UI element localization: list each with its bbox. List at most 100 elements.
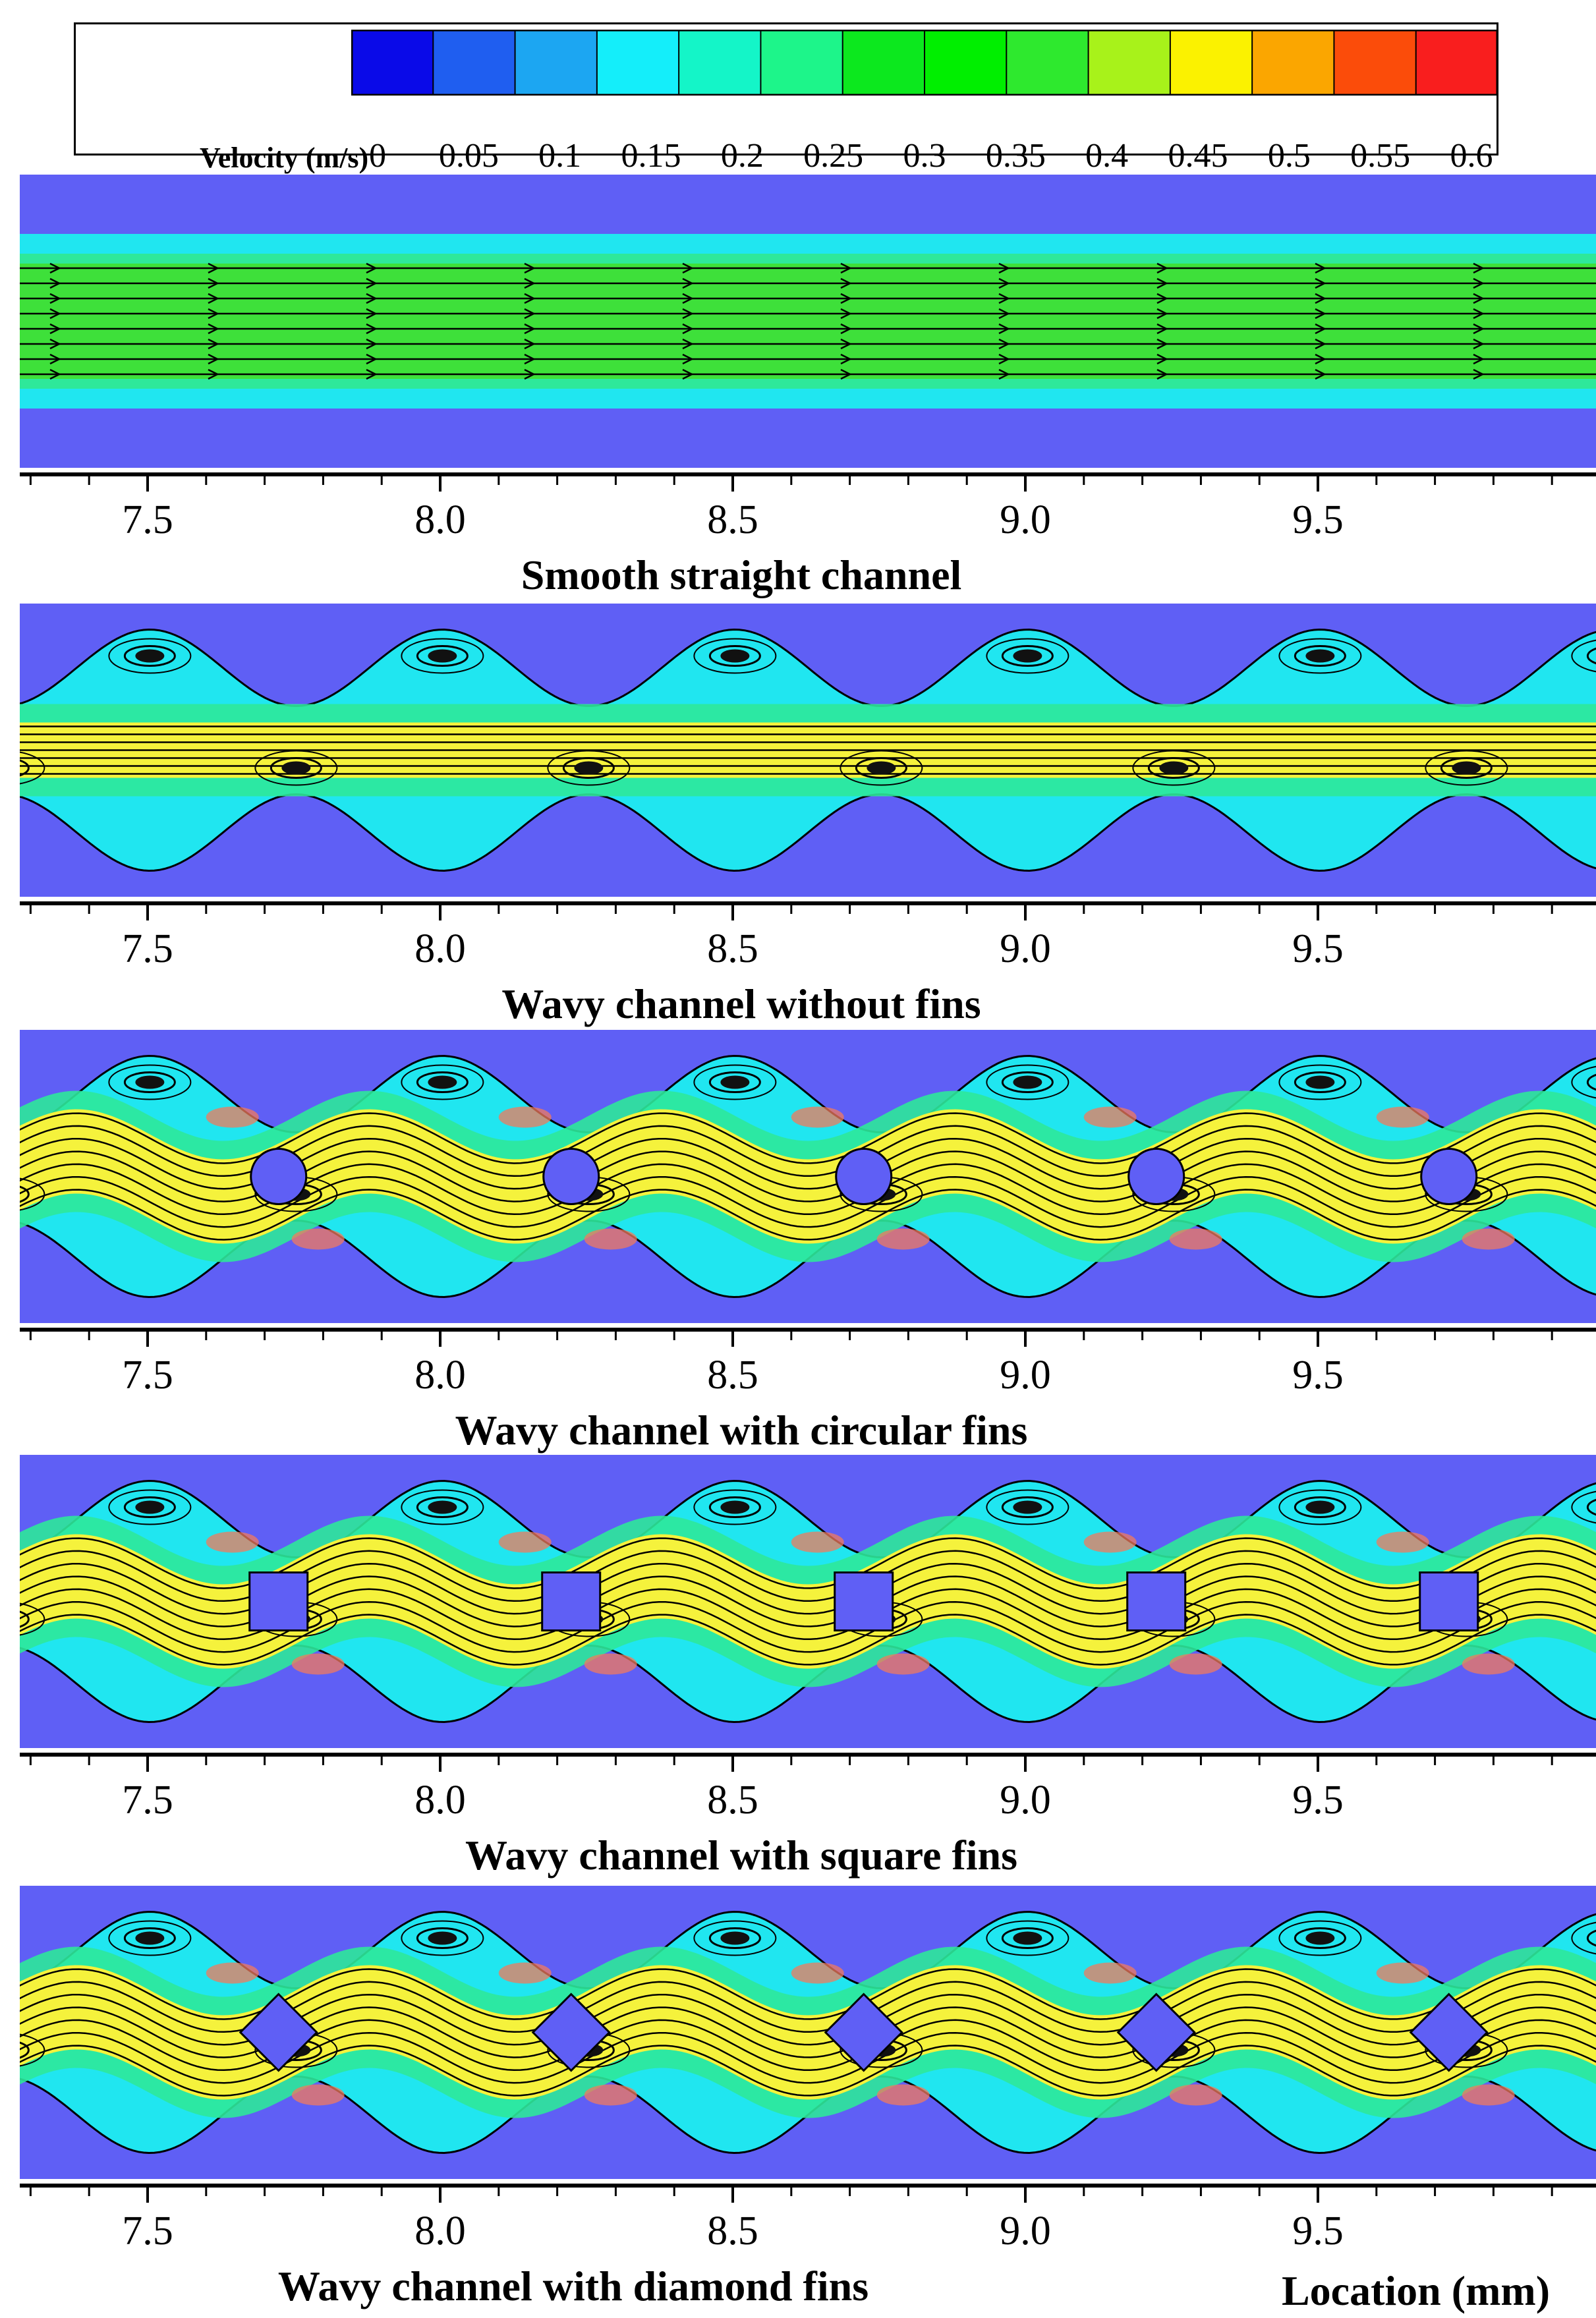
x-tick-label: 7.5	[122, 1778, 173, 1823]
streamline-arrow	[49, 368, 61, 380]
streamline-arrow	[1156, 262, 1168, 274]
streamline-arrow	[998, 323, 1010, 335]
streamline-arrow	[998, 338, 1010, 350]
colorbar-tick-label: 0.15	[621, 137, 681, 175]
colorbar-bin	[1006, 30, 1089, 96]
vortex-streamline	[416, 1927, 469, 1949]
streamline-arrow	[524, 368, 536, 380]
streamline-arrow	[1315, 323, 1326, 335]
colorbar-tick-label: 0	[369, 137, 386, 175]
vortex-streamline	[1001, 645, 1054, 667]
hot-spot	[206, 1106, 259, 1128]
hot-spot	[291, 2084, 345, 2106]
vortex-streamline	[20, 1602, 45, 1636]
panel-5	[20, 1886, 1596, 2203]
streamline-arrow	[682, 262, 694, 274]
streamline-arrow	[366, 323, 378, 335]
circular-fin	[250, 1148, 308, 1205]
streamline-arrow	[208, 293, 219, 304]
streamline-arrow	[366, 353, 378, 365]
panel-title: Wavy channel with diamond fins	[277, 2263, 869, 2309]
x-tick-label: 8.0	[414, 497, 466, 542]
vortex-core	[428, 649, 457, 663]
vortex-streamline	[1294, 1496, 1346, 1518]
colorbar-tick-label: 0.45	[1168, 137, 1228, 175]
streamline-arrow	[1156, 277, 1168, 289]
streamline-arrow	[1473, 308, 1485, 320]
core-flow	[20, 264, 1596, 379]
hot-spot	[1169, 1653, 1222, 1675]
streamline-arrow	[1156, 308, 1168, 320]
vortex-core	[1305, 649, 1335, 663]
vortex-streamline	[1586, 647, 1596, 665]
vortex-core	[720, 649, 750, 663]
x-tick-label: 7.5	[122, 2209, 173, 2253]
x-tick-label: 9.0	[1000, 1353, 1051, 1398]
vortex-streamline	[1294, 1071, 1346, 1093]
streamline-arrow	[840, 293, 852, 304]
streamline-arrow	[840, 323, 852, 335]
vortex-streamline	[708, 1496, 761, 1518]
streamline-arrow	[49, 338, 61, 350]
diamond-fin	[1409, 1993, 1489, 2072]
hot-spot	[1169, 1228, 1222, 1250]
streamline-arrow	[998, 293, 1010, 304]
colorbar-bin	[842, 30, 925, 96]
streamline-arrow	[208, 308, 219, 320]
streamline-arrow	[208, 323, 219, 335]
vortex-core	[720, 1931, 750, 1945]
vortex-streamline	[416, 645, 469, 667]
streamline-arrow	[840, 338, 852, 350]
vortex-core	[720, 1075, 750, 1089]
vortex-streamline	[986, 1489, 1069, 1525]
hot-spot	[498, 1531, 552, 1553]
panel-2	[20, 604, 1596, 920]
hot-spot	[1462, 2084, 1515, 2106]
streamline-arrow	[524, 277, 536, 289]
x-tick-label: 8.0	[414, 2209, 466, 2253]
panel-4	[20, 1455, 1596, 1772]
colorbar-bin	[925, 30, 1007, 96]
vortex-streamline	[401, 638, 484, 674]
hot-spot	[876, 1653, 930, 1675]
streamline-arrow	[1473, 277, 1485, 289]
circular-fin	[1127, 1148, 1185, 1205]
diamond-fin	[1116, 1993, 1196, 2072]
hot-spot	[206, 1531, 259, 1553]
x-tick-label: 9.5	[1292, 1353, 1344, 1398]
colorbar-tick-label: 0.3	[903, 137, 946, 175]
vortex-core	[1013, 1931, 1042, 1945]
streamline-arrow	[682, 323, 694, 335]
vortex-streamline	[840, 750, 923, 786]
vortex-streamline	[708, 1927, 761, 1949]
colorbar-bin	[351, 30, 434, 96]
streamline-arrow	[208, 262, 219, 274]
streamline-arrow	[1156, 293, 1168, 304]
streamline-arrow	[1473, 262, 1485, 274]
colorbar-tick-label: 0.25	[803, 137, 864, 175]
vortex-streamline	[1571, 1921, 1596, 1955]
vortex-core	[1013, 1500, 1042, 1514]
diamond-fin	[531, 1993, 611, 2072]
streamline-arrow	[1315, 308, 1326, 320]
vortex-streamline	[416, 1496, 469, 1518]
vortex-core	[281, 761, 311, 775]
vortex-core	[428, 1500, 457, 1514]
colorbar-tick-label: 0.1	[538, 137, 582, 175]
streamline-arrow	[998, 353, 1010, 365]
streamline-arrow	[1473, 293, 1485, 304]
streamline-arrow	[682, 277, 694, 289]
streamline-arrow	[682, 338, 694, 350]
streamline-arrow	[208, 338, 219, 350]
vortex-streamline	[416, 1071, 469, 1093]
streamline	[20, 1175, 1596, 1228]
vortex-streamline	[1147, 757, 1200, 779]
vortex-streamline	[108, 1064, 192, 1100]
circular-fin	[1420, 1148, 1478, 1205]
x-tick-label: 9.0	[1000, 497, 1051, 542]
x-tick-label: 9.5	[1292, 1778, 1344, 1823]
vortex-core	[135, 1931, 165, 1945]
x-tick-label: 9.0	[1000, 1778, 1051, 1823]
panel-title: Wavy channel with circular fins	[455, 1407, 1028, 1454]
vortex-streamline	[108, 1489, 192, 1525]
